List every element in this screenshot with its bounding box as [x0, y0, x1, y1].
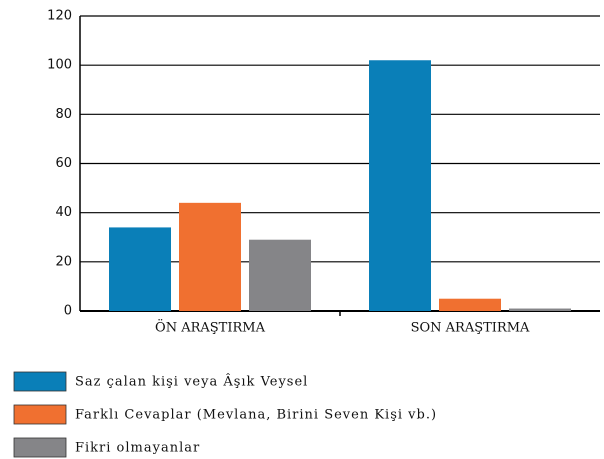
- legend-label: Saz çalan kişi veya Âşık Veysel: [75, 374, 308, 390]
- bar: [439, 298, 501, 311]
- y-tick-label: 20: [55, 254, 72, 269]
- y-tick-label: 120: [47, 9, 72, 24]
- y-tick-label: 80: [55, 107, 72, 122]
- y-tick-label: 100: [47, 58, 72, 73]
- legend-swatch: [13, 404, 67, 425]
- bar: [109, 227, 171, 311]
- legend-swatch: [13, 437, 67, 458]
- bar: [509, 308, 571, 311]
- legend-label: Fikri olmayanlar: [75, 441, 200, 456]
- y-tick-label: 40: [55, 205, 72, 220]
- bar: [179, 202, 241, 311]
- y-tick-label: 0: [64, 304, 72, 319]
- bar: [249, 239, 311, 311]
- x-tick-label: ÖN ARAŞTIRMA: [155, 319, 266, 336]
- y-tick-label: 60: [55, 156, 72, 171]
- legend-swatch: [13, 371, 67, 392]
- legend-label: Farklı Cevaplar (Mevlana, Birini Seven K…: [75, 408, 437, 423]
- x-tick-label: SON ARAŞTIRMA: [411, 321, 530, 336]
- bar: [369, 60, 431, 311]
